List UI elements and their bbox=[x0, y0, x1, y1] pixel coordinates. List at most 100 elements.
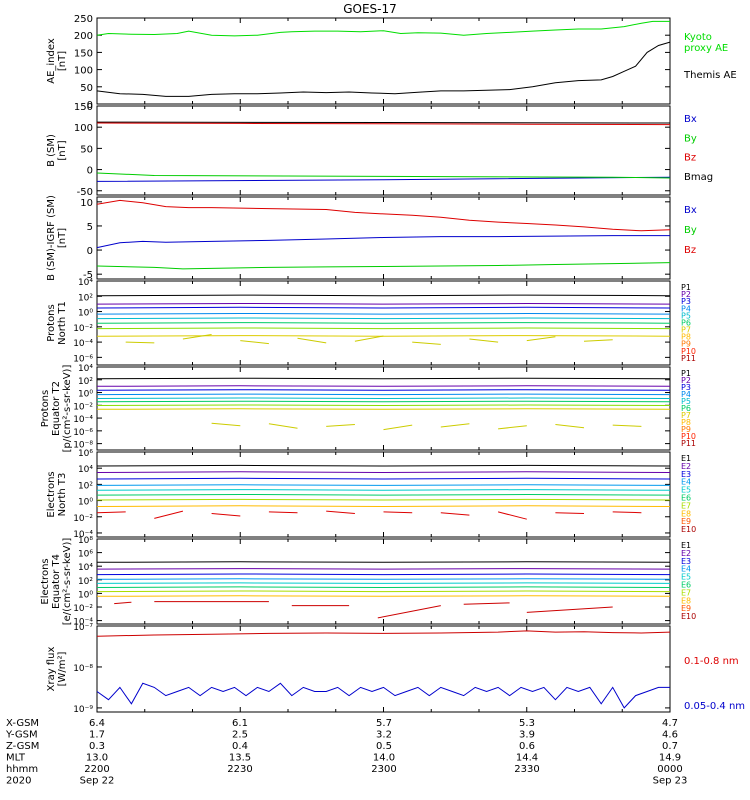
footer-value: 0.3 bbox=[89, 741, 105, 752]
channel-line bbox=[96, 573, 671, 576]
channel-segment bbox=[555, 512, 585, 514]
y-tick-label: 10² bbox=[78, 293, 93, 303]
channel-line bbox=[96, 408, 671, 410]
y-tick-label: 10⁴ bbox=[78, 465, 93, 475]
y-axis-label: Xray flux[W/m²] bbox=[46, 647, 68, 692]
footer-value: 6.1 bbox=[232, 718, 248, 729]
y-axis-label-line: Equator T4 bbox=[51, 554, 62, 609]
y-axis-label-line: [p/(cm²-s-sr-keV)] bbox=[62, 365, 73, 453]
footer-value: 2300 bbox=[371, 764, 396, 775]
y-axis-label-line: [nT] bbox=[57, 51, 68, 71]
y-tick-label: 100 bbox=[74, 66, 93, 77]
legend-label: By bbox=[684, 133, 697, 144]
footer-value: 0000 bbox=[657, 764, 682, 775]
y-tick-label: -50 bbox=[77, 187, 93, 198]
y-axis-label: B (SM)-IGRF (SM)[nT] bbox=[46, 195, 68, 281]
y-axis-label-line: B (SM)-IGRF (SM) bbox=[46, 195, 57, 281]
channel-line bbox=[96, 505, 671, 508]
panel-frame bbox=[96, 538, 671, 625]
footer-value: 5.3 bbox=[519, 718, 535, 729]
legend-label: P9 bbox=[681, 340, 691, 349]
channel-segment bbox=[555, 424, 585, 429]
panel-5: 10⁴10²10⁰10⁻²10⁻⁴10⁻⁶10⁻⁸ProtonsEquator … bbox=[40, 364, 696, 452]
y-tick-label: 150 bbox=[74, 102, 93, 113]
legend-label: E5 bbox=[681, 486, 691, 495]
y-axis-label-line: Protons bbox=[46, 304, 57, 341]
legend-label: P5 bbox=[681, 397, 691, 406]
y-tick-label: 10⁰ bbox=[78, 498, 93, 508]
y-axis-label: ElectronsEquator T4[e/(cm²-s-sr-keV)] bbox=[40, 538, 73, 626]
y-axis-label-line: B (SM) bbox=[46, 134, 57, 167]
legend-label: P10 bbox=[681, 347, 696, 356]
legend-label: E7 bbox=[681, 588, 691, 597]
channel-line bbox=[96, 586, 671, 589]
channel-segment bbox=[498, 425, 527, 430]
channel-segment bbox=[297, 337, 327, 344]
y-tick-label: 10⁻⁴ bbox=[73, 415, 93, 425]
legend-label: E3 bbox=[681, 470, 691, 479]
footer-value: 4.7 bbox=[662, 718, 678, 729]
legend-label: P7 bbox=[681, 411, 691, 420]
series-line bbox=[96, 262, 671, 270]
footer-value: 0.4 bbox=[232, 741, 248, 752]
footer-value: 2330 bbox=[514, 764, 539, 775]
y-axis-label-line: [e/(cm²-s-sr-keV)] bbox=[62, 538, 73, 626]
panel-2: 150 100 50 0 -50 B (SM)[nT] Bx By Bz Bmag bbox=[46, 102, 713, 198]
channel-segment bbox=[354, 335, 384, 342]
y-axis-label-line: [nT] bbox=[57, 228, 68, 248]
footer-value: 0.5 bbox=[376, 741, 392, 752]
y-tick-label: 200 bbox=[74, 31, 93, 42]
y-axis-label-line: AE_index bbox=[46, 38, 57, 84]
channel-segment bbox=[154, 510, 184, 519]
legend-label: E1 bbox=[681, 541, 691, 550]
series-line bbox=[96, 121, 671, 124]
series-line bbox=[96, 199, 671, 232]
footer-value: 0.7 bbox=[662, 741, 678, 752]
channel-segment bbox=[240, 340, 269, 345]
channel-line bbox=[96, 385, 671, 387]
y-tick-label: 10² bbox=[78, 577, 93, 587]
channel-line bbox=[96, 489, 671, 491]
y-tick-label: 10⁻⁹ bbox=[73, 705, 93, 715]
channel-line bbox=[96, 294, 671, 297]
y-axis-label: ElectronsNorth T3 bbox=[46, 471, 68, 517]
channel-segment bbox=[96, 511, 126, 514]
channel-line bbox=[96, 389, 671, 391]
legend-label: P3 bbox=[681, 297, 691, 306]
y-tick-label: 10⁶ bbox=[78, 449, 93, 459]
y-tick-label: 10⁴ bbox=[78, 563, 93, 573]
channel-line bbox=[96, 493, 671, 496]
footer-row-label: 2020 bbox=[6, 776, 31, 787]
legend-label: Kyoto bbox=[684, 32, 712, 43]
channel-segment bbox=[440, 423, 470, 428]
channel-segment bbox=[526, 606, 613, 613]
channel-segment bbox=[114, 601, 132, 605]
panel-8: 10⁻⁷ 10⁻⁸ 10⁻⁹ Xray flux[W/m²] 0.1-0.8 nm 0.0… bbox=[46, 623, 745, 715]
y-tick-label: 10⁻⁴ bbox=[73, 530, 93, 540]
channel-line bbox=[96, 561, 671, 563]
legend-label: P2 bbox=[681, 290, 691, 299]
legend-label: P5 bbox=[681, 311, 691, 320]
channel-line bbox=[96, 397, 671, 400]
legend-label: P6 bbox=[681, 318, 691, 327]
y-tick-label: 250 bbox=[74, 14, 93, 25]
legend-label: E2 bbox=[681, 462, 691, 471]
legend-label: P11 bbox=[681, 354, 696, 363]
y-axis-label-line: Electrons bbox=[40, 558, 51, 604]
legend-label: P1 bbox=[681, 369, 691, 378]
footer-value: 13.5 bbox=[229, 753, 251, 764]
footer-value: 14.9 bbox=[659, 753, 681, 764]
legend-label: Bx bbox=[684, 205, 697, 216]
channel-segment bbox=[612, 511, 642, 514]
legend-label: P8 bbox=[681, 418, 691, 427]
y-tick-label: 0 bbox=[87, 166, 93, 177]
channel-segment bbox=[268, 511, 298, 514]
y-tick-label: 150 bbox=[74, 48, 93, 59]
channel-line bbox=[96, 477, 671, 480]
plot-title: GOES-17 bbox=[343, 2, 397, 16]
legend-label: 0.1-0.8 nm bbox=[684, 656, 739, 667]
legend-label: Bmag bbox=[684, 172, 713, 183]
legend-label: E4 bbox=[681, 565, 691, 574]
y-tick-label: 10⁻⁸ bbox=[73, 441, 93, 451]
